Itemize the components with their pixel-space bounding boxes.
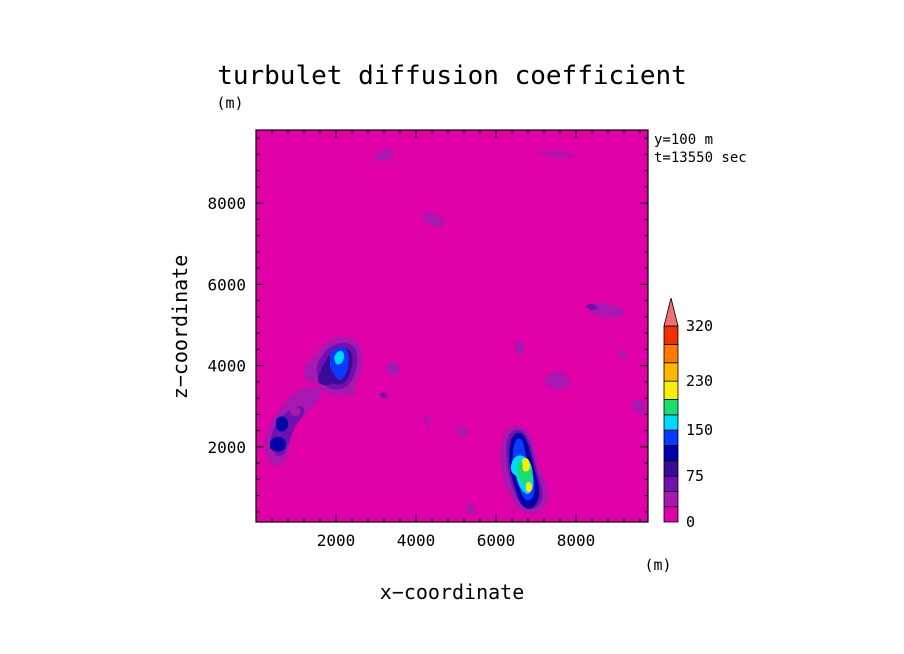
faint-1 [374, 149, 394, 161]
colorbar-segment [663, 325, 679, 345]
colorbar-segment [663, 429, 679, 446]
colorbar-label: 320 [686, 317, 713, 335]
chain-dark [318, 369, 334, 386]
x-axis-label: x−coordinate [380, 580, 525, 604]
plume-b-peak-1 [522, 458, 530, 472]
colorbar-segment [663, 362, 679, 382]
plot-frame [255, 129, 649, 523]
annotation-t: t=13550 sec [654, 150, 747, 166]
colorbar-label: 75 [686, 467, 704, 485]
colorbar-segment [663, 475, 679, 492]
y-tick-label: 2000 [207, 438, 246, 457]
colorbar-label: 0 [686, 513, 695, 531]
faint-16 [466, 504, 475, 515]
plot-area [255, 129, 649, 523]
colorbar-segment [663, 506, 679, 523]
y-tick-label: 6000 [207, 275, 246, 294]
faint-6 [386, 361, 400, 376]
colorbar-segment [663, 380, 679, 400]
x-tick-label: 8000 [557, 531, 596, 550]
chain-core-1 [276, 416, 288, 432]
x-tick-label: 2000 [317, 531, 356, 550]
faint-10 [344, 387, 356, 397]
colorbar-segment [663, 490, 679, 508]
faint-4 [586, 303, 598, 311]
x-tick-label: 6000 [477, 531, 516, 550]
chain-core-2 [270, 436, 286, 452]
faint-11 [290, 406, 301, 417]
colorbar-extend-arrow [663, 297, 679, 327]
annotation-y: y=100 m [654, 132, 713, 148]
faint-9 [456, 426, 468, 438]
y-tick-label: 4000 [207, 357, 246, 376]
chart-title: turbulet diffusion coefficient [217, 61, 687, 91]
x-unit-label: (m) [644, 556, 671, 574]
y-axis: 2000 4000 6000 8000 [207, 137, 648, 513]
faint-7 [632, 399, 646, 413]
plume-a-core [334, 350, 344, 365]
plume-b-peak-2 [526, 481, 532, 493]
colorbar-label: 150 [686, 421, 713, 439]
faint-14 [618, 350, 627, 359]
colorbar-segment [663, 445, 679, 462]
colorbar-label: 230 [686, 372, 713, 390]
faint-8 [514, 340, 524, 355]
colorbar-segment [663, 414, 679, 431]
contour-fields [265, 149, 646, 515]
y-tick-label: 8000 [207, 194, 246, 213]
colorbar-segment [663, 399, 679, 416]
y-unit-label: (m) [216, 94, 243, 112]
colorbar-segment [663, 343, 679, 364]
faint-5 [544, 371, 570, 390]
faint-12 [380, 392, 388, 398]
y-axis-label: z−coordinate [168, 255, 192, 400]
colorbar: 0 75 150 230 320 [663, 297, 713, 531]
faint-2 [422, 213, 444, 228]
colorbar-segment [663, 460, 679, 477]
faint-13 [538, 151, 574, 159]
plot-background [256, 130, 648, 522]
x-axis: 2000 4000 6000 8000 [255, 130, 641, 550]
x-tick-label: 4000 [397, 531, 436, 550]
faint-15 [424, 416, 431, 425]
